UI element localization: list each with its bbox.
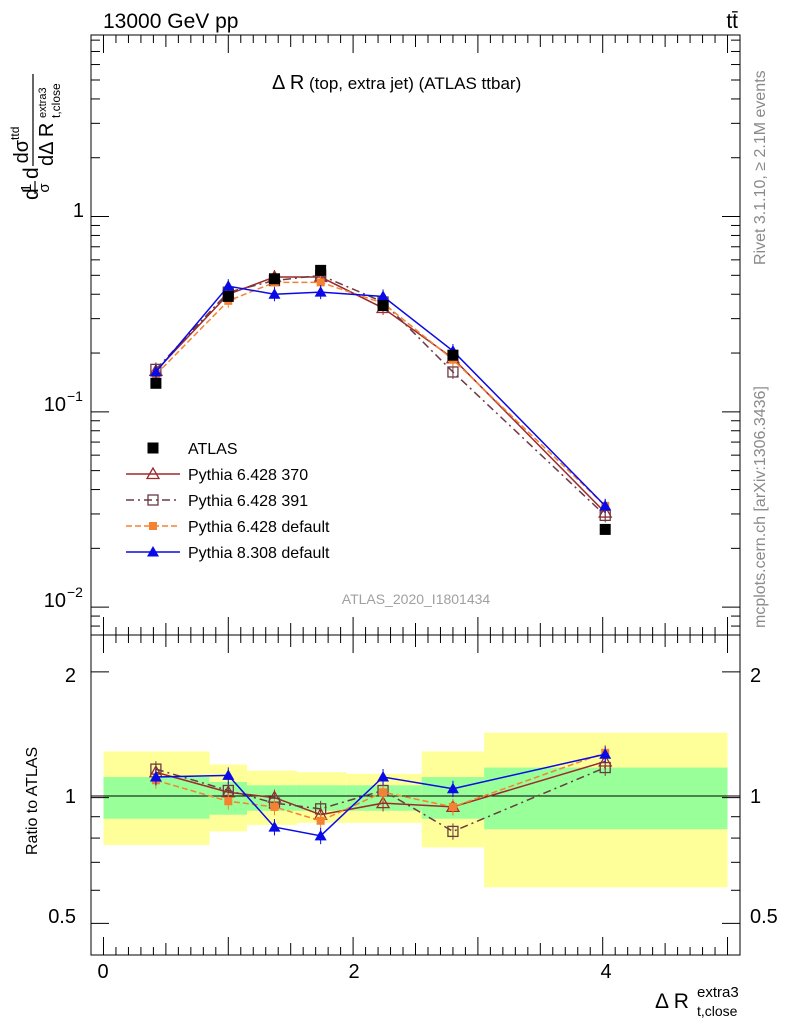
svg-text:extra3: extra3	[37, 87, 49, 118]
ratio-band-inner-3	[296, 785, 347, 811]
ratio-band-inner-6	[484, 767, 728, 830]
legend-label-4: Pythia 8.308 default	[188, 545, 330, 562]
mcplots-label: mcplots.cern.ch [arXiv:1306.3436]	[752, 386, 769, 628]
ratio-ytick-left-0.5: 0.5	[48, 906, 76, 928]
atlas-point-1	[222, 290, 234, 302]
main-ytick-label-0.01: 10	[44, 590, 66, 612]
ratio-ytick-left-2: 2	[65, 665, 76, 687]
ratio-point-2-4	[379, 788, 388, 797]
main-point-3-3	[314, 286, 327, 297]
main-ytick-exp-0.1: −1	[67, 388, 83, 404]
ratio-point-2-2	[270, 802, 279, 811]
ratio-point-1-5	[447, 825, 459, 838]
legend-marker-4	[147, 546, 159, 557]
legend-marker-0	[147, 442, 159, 454]
analysis-id: ATLAS_2020_I1801434	[342, 591, 491, 607]
svg-text:Δ R: Δ R	[655, 990, 689, 1013]
ratio-ytick-right-1: 1	[750, 786, 761, 808]
main-point-3-1	[222, 280, 235, 291]
atlas-point-4	[377, 300, 389, 312]
main-y-ticks	[91, 39, 740, 627]
x-axis-label: Δ R extra3 t,close	[655, 984, 739, 1019]
main-point-3-6	[599, 499, 612, 511]
ratio-point-0-4	[375, 795, 391, 809]
legend-marker-1	[145, 466, 161, 480]
main-ytick-exp-0.01: −2	[67, 584, 83, 600]
main-point-3-0	[149, 365, 162, 377]
ratio-y-tick-labels: 2 1 0.5 2 1 0.5	[48, 665, 778, 928]
legend-marker-2	[147, 494, 159, 506]
main-point-3-2	[268, 288, 281, 299]
legend-label-3: Pythia 6.428 default	[188, 519, 330, 536]
ratio-series-layer	[148, 744, 613, 845]
x-ticks	[102, 35, 729, 955]
xtick-label-0: 0	[97, 961, 108, 983]
atlas-point-3	[315, 264, 327, 276]
ratio-point-3-1	[222, 769, 235, 780]
main-series-layer	[148, 264, 613, 535]
main-point-3-4	[377, 290, 390, 301]
rivet-label: Rivet 3.1.10, ≥ 2.1M events	[752, 70, 769, 265]
main-y-tick-labels: 1 10 −1 10 −2	[44, 200, 84, 612]
atlas-point-2	[268, 273, 280, 285]
ratio-y-axis-label: Ratio to ATLAS	[24, 747, 41, 855]
ratio-point-3-6	[599, 748, 612, 759]
ratio-y-ticks	[91, 671, 740, 924]
ratio-point-3-0	[149, 771, 162, 782]
ratio-point-2-1	[224, 797, 233, 806]
svg-text:d: d	[20, 167, 43, 179]
plot-title: Δ R (top, extra jet) (ATLAS ttbar)	[272, 72, 521, 94]
svg-text:d: d	[20, 188, 43, 200]
legend-marker-3	[149, 522, 157, 530]
svg-text:1: 1	[18, 184, 35, 192]
svg-text:extra3: extra3	[697, 984, 739, 1001]
ratio-point-3-4	[377, 771, 390, 782]
main-y-axis-label: d 1 σ d dσttd dΔ R t,close extra3	[8, 74, 63, 200]
ratio-point-2-5	[448, 802, 457, 811]
main-ytick-label-1: 1	[73, 200, 84, 222]
xtick-label-4: 4	[600, 961, 611, 983]
xtick-label-2: 2	[348, 961, 359, 983]
process-label: tt̄	[726, 10, 738, 33]
energy-label: 13000 GeV pp	[103, 10, 238, 33]
atlas-point-0	[150, 377, 162, 389]
main-point-2-3	[316, 278, 325, 287]
atlas-point-5	[447, 349, 459, 361]
ratio-ytick-right-0.5: 0.5	[750, 906, 778, 928]
legend: ATLAS Pythia 6.428 370 Pythia 6.428 391 Pyt…	[126, 441, 330, 562]
ratio-point-3-2	[268, 821, 281, 832]
legend-label-0: ATLAS	[188, 441, 238, 458]
ratio-point-3-3	[314, 829, 327, 841]
svg-text:dΔ R: dΔ R	[36, 123, 58, 166]
ratio-ytick-left-1: 1	[65, 786, 76, 808]
atlas-point-6	[599, 523, 611, 535]
ratio-ytick-right-2: 2	[750, 665, 761, 687]
main-point-1-5	[447, 366, 459, 378]
svg-text:σ: σ	[36, 183, 53, 193]
svg-text:t,close: t,close	[697, 1003, 738, 1019]
svg-text:dσttd: dσttd	[8, 127, 33, 164]
ratio-point-2-3	[316, 816, 325, 825]
legend-label-1: Pythia 6.428 370	[188, 467, 308, 484]
legend-label-2: Pythia 6.428 391	[188, 493, 308, 510]
x-tick-labels: 0 2 4	[97, 961, 611, 983]
ratio-point-3-5	[446, 782, 459, 794]
main-ytick-label-0.1: 10	[44, 394, 66, 416]
svg-text:t,close: t,close	[49, 83, 63, 118]
